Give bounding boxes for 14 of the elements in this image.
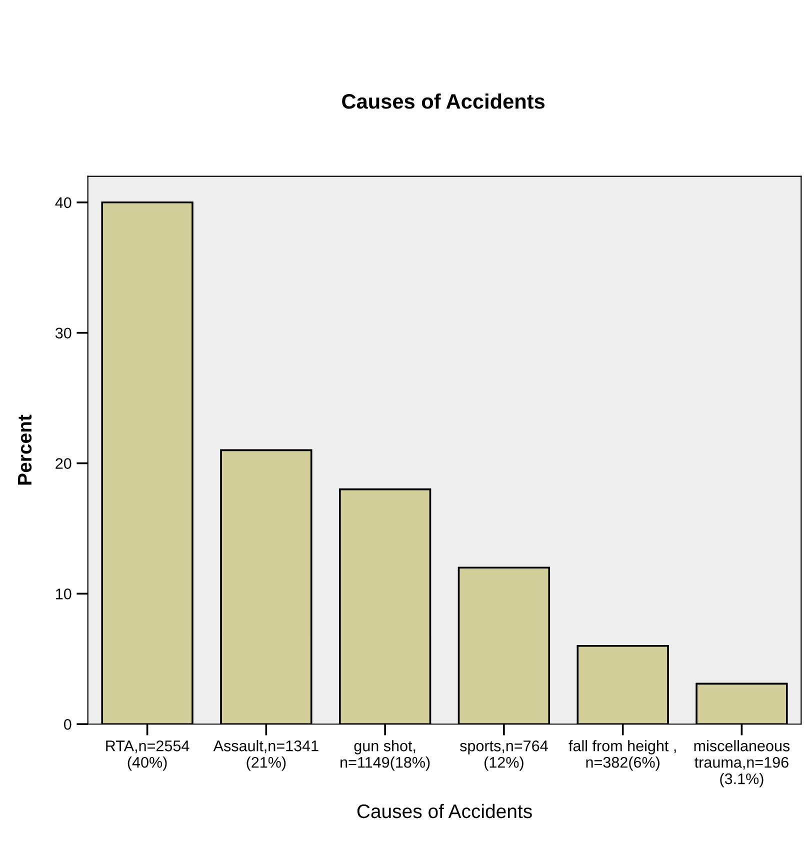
x-tick-label: fall from height , n=382(6%): [568, 740, 676, 771]
y-tick-label: 20: [56, 458, 72, 469]
x-tick-label: gun shot, n=1149(18%): [340, 740, 430, 771]
y-tick-label: 40: [55, 197, 72, 208]
x-tick-label: RTA,n=2554 (40%): [106, 740, 190, 771]
y-tick-label: 0: [64, 718, 72, 730]
y-tick-label: 10: [56, 588, 72, 600]
x-axis-title: Causes of Accidents: [357, 804, 532, 818]
y-axis-title: Percent: [18, 414, 32, 485]
x-tick-label: miscellaneous trauma,n=196 (3.1%): [694, 740, 790, 788]
x-tick-label: Assault,n=1341 (21%): [213, 740, 318, 771]
chart-title: Causes of Accidents: [342, 93, 545, 109]
x-tick-label: sports,n=764 (12%): [460, 740, 548, 771]
y-tick-label: 30: [55, 328, 72, 339]
